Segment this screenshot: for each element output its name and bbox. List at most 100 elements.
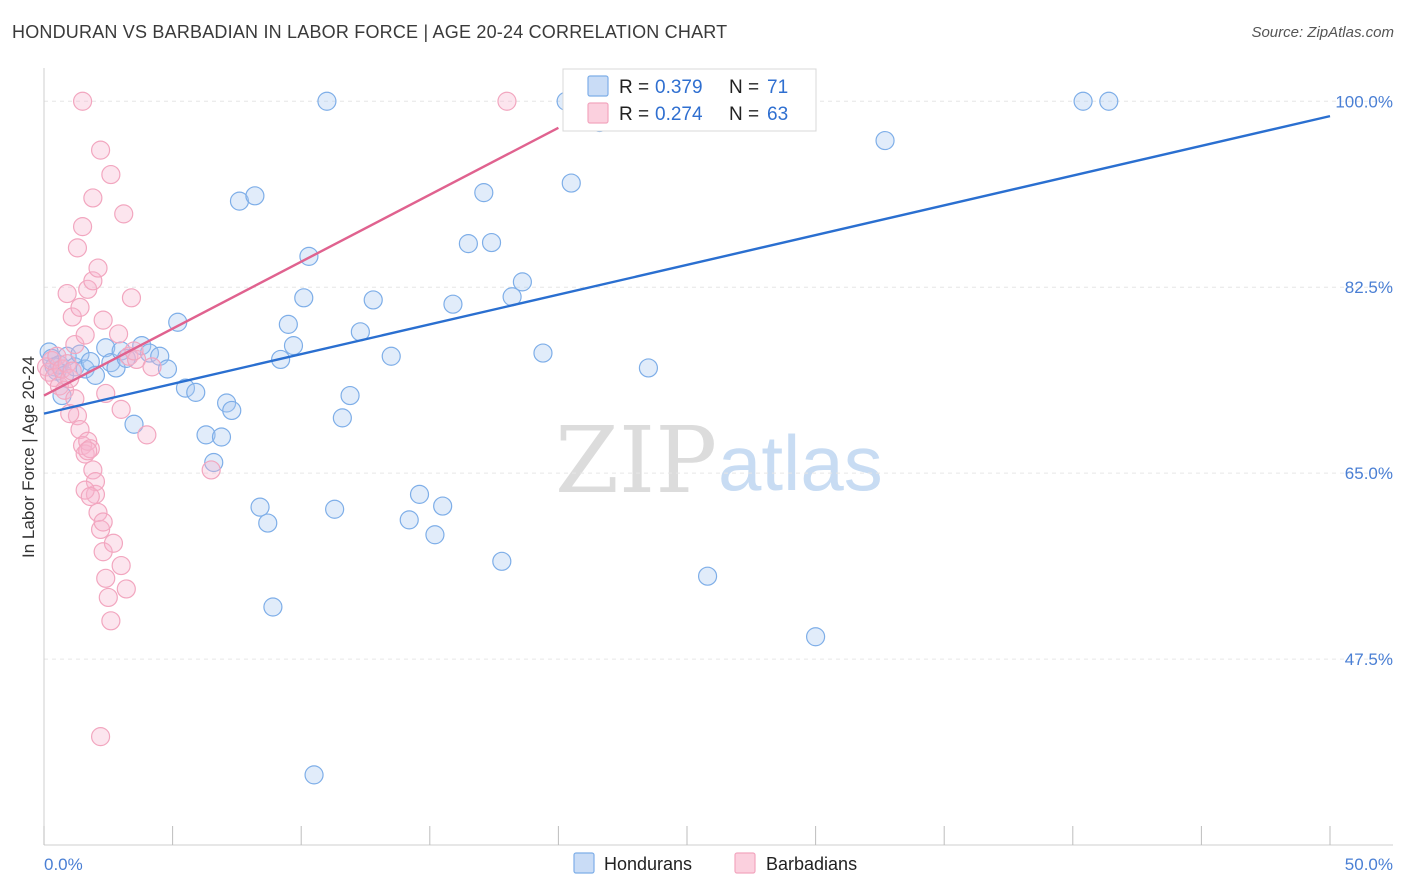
barbadian-point bbox=[90, 727, 111, 747]
honduran-point bbox=[492, 551, 512, 571]
honduran-point bbox=[1073, 91, 1093, 111]
honduran-point bbox=[363, 290, 383, 310]
legend-swatch-hondurans bbox=[587, 75, 609, 97]
barbadian-point bbox=[83, 188, 103, 208]
barbadian-point bbox=[108, 324, 129, 344]
honduran-point bbox=[222, 400, 242, 421]
honduran-point bbox=[317, 91, 337, 111]
barbadian-point bbox=[70, 297, 90, 317]
barbadian-point bbox=[57, 283, 77, 304]
barbadian-point bbox=[93, 512, 113, 532]
barbadian-point bbox=[497, 91, 517, 111]
chart-title: HONDURAN VS BARBADIAN IN LABOR FORCE | A… bbox=[12, 22, 728, 42]
honduran-point bbox=[481, 232, 502, 253]
honduran-point bbox=[638, 358, 659, 378]
honduran-point bbox=[157, 359, 178, 379]
barbadian-point bbox=[90, 519, 111, 540]
legend-n-label-2: N = bbox=[729, 104, 759, 125]
legend-n-label-1: N = bbox=[729, 77, 759, 98]
axes bbox=[43, 68, 1393, 846]
y-tick-label: 100.0% bbox=[1335, 92, 1393, 111]
barbadian-point bbox=[80, 486, 100, 507]
barbadian-point bbox=[72, 91, 93, 111]
barbadians-points bbox=[36, 91, 517, 747]
honduran-point bbox=[96, 338, 116, 358]
barbadian-point bbox=[72, 217, 93, 237]
honduran-point bbox=[875, 130, 895, 151]
honduran-point bbox=[250, 497, 270, 517]
barbadian-point bbox=[116, 579, 136, 599]
series-legend: Hondurans Barbadians bbox=[573, 852, 857, 874]
legend-r-value-1: 0.379 bbox=[655, 77, 703, 98]
legend-r-value-2: 0.274 bbox=[655, 104, 703, 125]
x-tick-marks bbox=[43, 826, 1331, 845]
y-tick-label: 65.0% bbox=[1345, 464, 1393, 483]
barbadian-point bbox=[80, 439, 100, 459]
barbadian-point bbox=[70, 419, 90, 440]
honduran-point bbox=[399, 510, 419, 530]
honduran-point bbox=[294, 288, 314, 308]
gridlines bbox=[44, 100, 1393, 660]
honduran-point bbox=[278, 314, 298, 334]
honduran-point bbox=[204, 452, 224, 473]
honduran-point bbox=[381, 346, 401, 366]
barbadian-point bbox=[201, 460, 221, 480]
y-axis-label: In Labor Force | Age 20-24 bbox=[19, 356, 38, 558]
honduran-point bbox=[474, 183, 494, 203]
legend-r-label-2: R = bbox=[619, 104, 649, 125]
series-legend-swatch-barbadians[interactable] bbox=[734, 852, 756, 874]
honduran-point bbox=[433, 496, 453, 516]
barbadian-point bbox=[121, 288, 142, 308]
barbadian-point bbox=[88, 502, 108, 523]
series-legend-swatch-hondurans[interactable] bbox=[573, 852, 595, 874]
barbadian-point bbox=[103, 533, 124, 553]
barbadian-point bbox=[93, 310, 113, 330]
trend-lines bbox=[43, 114, 1331, 415]
barbadian-point bbox=[65, 334, 85, 355]
honduran-point bbox=[304, 765, 324, 785]
barbadian-point bbox=[111, 399, 131, 419]
honduran-point bbox=[458, 234, 478, 254]
honduran-point bbox=[340, 385, 360, 406]
barbadian-point bbox=[75, 325, 95, 345]
barbadian-point bbox=[137, 425, 157, 445]
honduran-point bbox=[211, 427, 232, 447]
legend-n-value-2: 63 bbox=[767, 104, 788, 125]
y-tick-label: 82.5% bbox=[1345, 278, 1393, 297]
x-tick-label-min: 0.0% bbox=[44, 855, 83, 874]
honduran-point bbox=[533, 343, 553, 363]
honduran-point bbox=[175, 378, 196, 398]
honduran-point bbox=[245, 186, 265, 206]
hondurans-points bbox=[39, 91, 1119, 785]
barbadian-point bbox=[101, 164, 121, 185]
barbadians-trend-line bbox=[43, 126, 559, 397]
honduran-point bbox=[697, 566, 718, 586]
barbadian-point bbox=[83, 271, 103, 291]
honduran-point bbox=[409, 484, 430, 504]
barbadian-point bbox=[47, 346, 67, 366]
barbadian-point bbox=[96, 568, 116, 588]
barbadian-point bbox=[142, 357, 162, 377]
honduran-point bbox=[1099, 91, 1119, 111]
series-legend-label-barbadians[interactable]: Barbadians bbox=[766, 854, 857, 874]
honduran-point bbox=[258, 513, 278, 533]
honduran-point bbox=[70, 344, 90, 364]
barbadian-point bbox=[90, 140, 111, 160]
series-legend-label-hondurans[interactable]: Hondurans bbox=[604, 854, 692, 874]
honduran-point bbox=[425, 525, 445, 545]
honduran-point bbox=[283, 336, 304, 356]
honduran-point bbox=[805, 627, 826, 647]
honduran-point bbox=[443, 294, 463, 314]
watermark-zip: ZIP bbox=[555, 407, 717, 514]
barbadian-point bbox=[62, 307, 82, 327]
barbadian-point bbox=[111, 555, 131, 576]
honduran-point bbox=[124, 414, 144, 434]
barbadian-point bbox=[88, 258, 108, 278]
y-tick-labels: 100.0% 82.5% 65.0% 47.5% bbox=[1335, 92, 1393, 669]
honduran-point bbox=[263, 597, 283, 617]
barbadian-point bbox=[98, 587, 118, 608]
watermark-atlas: atlas bbox=[718, 419, 883, 507]
barbadian-point bbox=[78, 441, 98, 461]
honduran-point bbox=[332, 408, 352, 428]
